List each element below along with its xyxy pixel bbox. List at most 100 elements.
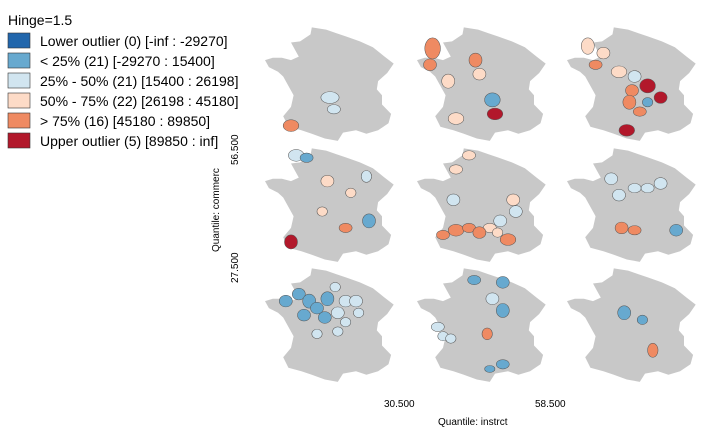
highlighted-region <box>345 187 357 198</box>
highlighted-region <box>316 206 328 217</box>
highlighted-region <box>509 205 523 218</box>
axes: 30.500 58.500 Quantile: instrct 27.500 5… <box>211 134 566 428</box>
highlighted-region <box>647 342 659 358</box>
legend-swatch <box>7 132 31 149</box>
map-panel <box>265 268 394 382</box>
highlighted-region <box>496 359 510 370</box>
highlighted-region <box>445 333 457 344</box>
highlighted-region <box>340 317 352 328</box>
highlighted-region <box>424 37 441 60</box>
highlighted-region <box>297 309 311 322</box>
france-outline <box>417 148 546 262</box>
highlighted-region <box>506 193 520 206</box>
highlighted-region <box>310 302 324 315</box>
legend-swatch <box>7 92 31 109</box>
highlighted-region <box>362 213 376 229</box>
highlighted-region <box>332 326 344 337</box>
legend-label: Lower outlier (0) [-inf : -29270] <box>40 33 228 49</box>
highlighted-region <box>327 104 341 115</box>
map-panel <box>265 148 394 262</box>
highlighted-region <box>642 97 654 108</box>
legend-label: 25% - 50% (21) [15400 : 26198] <box>40 73 238 89</box>
highlighted-region <box>282 119 300 132</box>
legend-label: > 75% (16) [45180 : 89850] <box>40 113 210 129</box>
map-panel <box>567 148 696 262</box>
highlighted-region <box>462 150 476 161</box>
map-panel <box>567 27 696 141</box>
map-panel <box>417 268 546 382</box>
y-break-1: 27.500 <box>230 252 241 283</box>
map-panel <box>417 148 546 262</box>
highlighted-region <box>639 78 656 94</box>
legend-title: Hinge=1.5 <box>8 12 72 28</box>
y-axis-title: Quantile: commerc <box>211 168 222 252</box>
highlighted-region <box>472 226 487 239</box>
highlighted-region <box>588 59 603 70</box>
highlighted-region <box>447 224 465 237</box>
legend-label: Upper outlier (5) [89850 : inf] <box>40 133 218 149</box>
highlighted-region <box>669 224 683 237</box>
france-outline <box>567 148 696 262</box>
highlighted-region <box>353 307 365 318</box>
france-outline <box>265 148 394 262</box>
highlighted-region <box>496 303 510 318</box>
highlighted-region <box>640 183 655 194</box>
france-outline <box>265 268 394 382</box>
x-axis-title: Quantile: instrct <box>438 417 508 428</box>
legend: Hinge=1.5 Lower outlier (0) [-inf : -292… <box>7 12 238 149</box>
highlighted-region <box>360 170 372 183</box>
highlighted-region <box>581 37 595 55</box>
highlighted-region <box>279 295 293 308</box>
highlighted-region <box>610 65 628 78</box>
legend-swatch <box>7 52 31 69</box>
highlighted-region <box>499 233 517 246</box>
highlighted-region <box>446 193 461 206</box>
highlighted-region <box>468 52 483 68</box>
highlighted-region <box>284 234 298 250</box>
highlighted-region <box>299 152 314 163</box>
map-panels <box>265 27 696 382</box>
highlighted-region <box>320 91 340 104</box>
highlighted-region <box>349 295 363 308</box>
highlighted-region <box>431 321 445 332</box>
highlighted-region <box>441 73 455 89</box>
highlighted-region <box>447 112 465 125</box>
highlighted-region <box>331 306 345 319</box>
legend-swatch <box>7 112 31 129</box>
highlighted-region <box>472 68 487 81</box>
highlighted-region <box>329 282 341 292</box>
highlighted-region <box>617 305 631 321</box>
highlighted-region <box>311 328 323 339</box>
map-panel <box>567 268 696 382</box>
highlighted-region <box>318 311 332 324</box>
highlighted-region <box>618 124 635 137</box>
highlighted-region <box>653 177 668 190</box>
highlighted-region <box>320 175 335 188</box>
highlighted-region <box>596 46 611 60</box>
highlighted-region <box>292 287 306 301</box>
highlighted-region <box>653 91 668 104</box>
highlighted-region <box>625 84 639 97</box>
y-break-2: 56.500 <box>230 134 241 165</box>
highlighted-region <box>481 327 493 340</box>
highlighted-region <box>627 70 642 83</box>
highlighted-region <box>627 183 642 194</box>
highlighted-region <box>622 94 637 110</box>
highlighted-region <box>614 221 629 234</box>
highlighted-region <box>493 214 507 227</box>
highlighted-region <box>492 227 504 238</box>
highlighted-region <box>496 276 510 289</box>
highlighted-region <box>485 292 500 305</box>
highlighted-region <box>484 92 501 108</box>
highlighted-region <box>467 275 481 285</box>
legend-swatch <box>7 72 31 89</box>
x-break-2: 58.500 <box>535 399 566 410</box>
highlighted-region <box>423 58 437 71</box>
highlighted-region <box>320 291 335 307</box>
highlighted-region <box>627 225 642 236</box>
legend-label: 50% - 75% (22) [26198 : 45180] <box>40 93 238 109</box>
highlighted-region <box>484 365 496 373</box>
highlighted-region <box>436 230 450 240</box>
map-panel <box>265 27 394 141</box>
highlighted-region <box>612 189 626 202</box>
